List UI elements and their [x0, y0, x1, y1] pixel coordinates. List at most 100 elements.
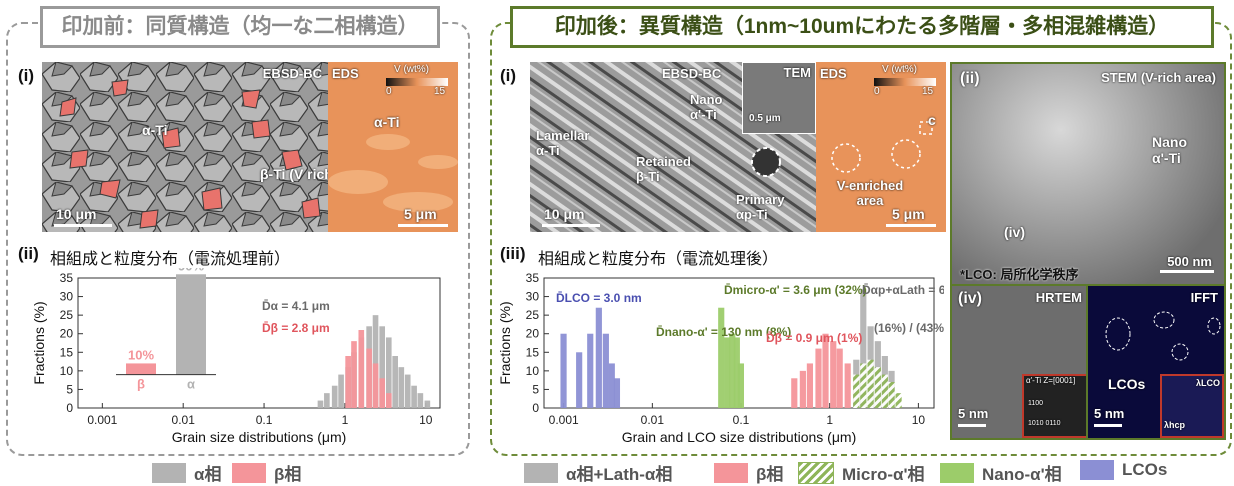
- inset-bar: [126, 363, 156, 375]
- left-panel-i-label: (i): [18, 66, 35, 85]
- bar: [595, 307, 602, 408]
- y-axis-label: Fractions (%): [497, 301, 513, 384]
- y-tick-label: 25: [526, 308, 540, 322]
- right-panel-iii-label: (iii): [500, 244, 526, 263]
- legend-right-beta: β相: [714, 460, 783, 485]
- bar: [799, 370, 806, 408]
- right-hrtem-inset: α'-Ti Z=[0001] 1100 1010 0110: [1022, 374, 1088, 438]
- left-colorbar-max: 15: [434, 86, 446, 97]
- y-tick-label: 15: [60, 345, 74, 359]
- right-hrtem-scalebar: [958, 424, 986, 427]
- bar: [729, 333, 736, 408]
- right-hrtem-image: (iv) HRTEM 5 nm α'-Ti Z=[0001] 1100 1010…: [950, 284, 1090, 440]
- right-ifft-image: IFFT LCOs 5 nm λLCO λhcp: [1086, 284, 1226, 440]
- legend-label: β相: [756, 465, 784, 484]
- right-nano-label: Nano α'-Ti: [690, 92, 723, 122]
- bar: [587, 333, 594, 408]
- y-tick-label: 10: [60, 364, 74, 378]
- right-tem-scale: 0.5 μm: [749, 113, 781, 124]
- legend-right-alpha-lath: α相+Lath-α相: [524, 460, 672, 485]
- right-eds-scalebar: [886, 224, 936, 227]
- right-eds-label: EDS: [820, 66, 847, 81]
- y-tick-label: 35: [526, 271, 540, 285]
- right-ebsd-scalebar: [542, 224, 600, 227]
- right-hrtem-label: HRTEM: [1035, 290, 1082, 305]
- bar: [791, 378, 798, 408]
- bar: [385, 337, 392, 408]
- right-stem-scalebar: [1160, 270, 1214, 273]
- y-tick-label: 5: [66, 382, 73, 396]
- bar: [602, 333, 609, 408]
- left-eds-label: EDS: [332, 66, 359, 81]
- bar: [853, 374, 860, 408]
- bar: [718, 307, 725, 408]
- legend-left-alpha: α相: [152, 460, 221, 485]
- x-tick-label: 1: [826, 413, 833, 427]
- bar: [737, 363, 744, 408]
- inset-value-label: 90%: [178, 268, 204, 273]
- bar: [351, 341, 357, 408]
- bar: [358, 330, 365, 408]
- x-axis-label: Grain and LCO size distributions (μm): [622, 429, 856, 445]
- x-tick-label: 0.001: [549, 413, 579, 427]
- left-ebsd-grains: [42, 62, 328, 232]
- bar: [860, 363, 867, 408]
- left-colorbar-title: V (wt%): [394, 64, 429, 75]
- right-ifft-scalebar: [1094, 424, 1122, 427]
- right-stem-nano-label: Nano α'-Ti: [1152, 134, 1187, 166]
- right-ifft-label: IFFT: [1190, 290, 1218, 305]
- legend-right-nano: Nano-α'相: [940, 460, 1062, 485]
- right-eds-image: EDS V (wt%) 0 15 c V-enriched area 5 μm: [816, 62, 946, 232]
- x-tick-label: 0.001: [87, 413, 117, 427]
- bar: [733, 337, 740, 408]
- right-panel-iii-title: 相組成と粒度分布（電流処理後）: [538, 251, 779, 268]
- bar: [392, 356, 399, 408]
- left-eds-alpha-label: α-Ti: [374, 114, 400, 130]
- annotation: D̄β = 0.9 μm (1%): [766, 331, 862, 345]
- x-tick-label: 0.01: [172, 413, 196, 427]
- bar: [404, 374, 411, 408]
- right-colorbar: [874, 78, 936, 86]
- legend-label: Nano-α'相: [982, 465, 1062, 484]
- y-tick-label: 0: [532, 401, 539, 415]
- right-retained-label: Retained β-Ti: [636, 154, 691, 184]
- right-stem-lco-note: *LCO: 局所化学秩序: [960, 267, 1079, 282]
- left-colorbar-min: 0: [386, 86, 392, 97]
- left-title: 印加前：同質構造（均一な二相構造）: [40, 6, 440, 48]
- legend-swatch-alpha-lath: [524, 462, 558, 483]
- left-ebsd-label: EBSD-BC: [262, 66, 322, 81]
- bar: [844, 363, 851, 408]
- bar: [724, 337, 731, 408]
- left-beta-ti-label: β-Ti (V rich): [260, 166, 328, 182]
- right-panel-ii-label: (ii): [960, 70, 980, 87]
- y-tick-label: 25: [60, 308, 74, 322]
- legend-swatch-beta: [714, 462, 748, 483]
- y-tick-label: 0: [66, 401, 73, 415]
- bar: [888, 382, 895, 408]
- y-tick-label: 30: [526, 290, 540, 304]
- right-stem-scale: 500 nm: [1167, 254, 1212, 269]
- right-title: 印加後：異質構造（1nm~10umにわたる多階層・多相混雑構造）: [510, 6, 1214, 48]
- x-tick-label: 0.01: [641, 413, 665, 427]
- inset-category-label: β: [137, 377, 145, 392]
- left-ebsd-image: EBSD-BC α-Ti β-Ti (V rich) 10 μm: [42, 62, 328, 232]
- y-tick-label: 20: [60, 327, 74, 341]
- legend-label: Micro-α'相: [842, 465, 925, 484]
- bar: [379, 378, 385, 408]
- right-tem-label: TEM: [783, 65, 811, 80]
- plot-frame: [77, 277, 441, 409]
- right-ebsd-label: EBSD-BC: [662, 66, 722, 81]
- right-ifft-scale: 5 nm: [1094, 406, 1125, 421]
- left-size-chart: 0.001 0.01 0.1 1 10 0 5 10 15 20 25 30 35 Grain size …: [31, 268, 441, 445]
- left-colorbar: [386, 78, 448, 86]
- annotation: D̄LCO = 3.0 nm: [556, 291, 642, 305]
- left-eds-scalebar: [398, 224, 448, 227]
- bar: [881, 374, 888, 408]
- bar: [815, 348, 822, 408]
- legend-swatch-beta: [232, 462, 266, 483]
- right-panel-iv-label: (iv): [958, 290, 982, 307]
- y-tick-label: 15: [526, 345, 540, 359]
- bar: [836, 348, 843, 408]
- inset-value-label: 10%: [128, 347, 154, 362]
- bar: [372, 363, 379, 408]
